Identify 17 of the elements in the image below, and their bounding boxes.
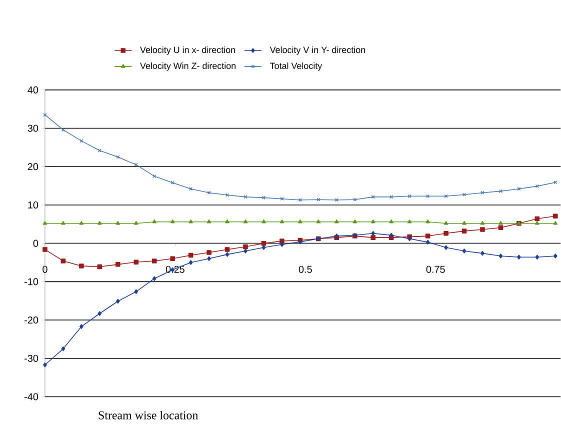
y-tick-label: 0 [33,240,38,248]
legend-label: Total Velocity [270,62,322,71]
y-tick-label: 40 [28,86,38,94]
x-tick-label: 0 [42,266,48,274]
legend-label: Velocity Win Z- direction [140,62,236,71]
y-tick-label: 20 [28,163,38,170]
y-tick-label: 10 [28,202,38,209]
legend-label: Velocity U in x- direction [140,46,236,55]
y-tick-label: -10 [24,278,38,286]
y-tick-label: 30 [28,124,38,132]
y-tick-label: -20 [24,316,38,324]
x-tick-label: 0.75 [426,266,445,274]
x-axis-title: Stream wise location [98,411,198,420]
y-tick-label: -40 [24,393,38,400]
y-tick-label: -30 [24,355,38,362]
legend-label: Velocity V in Y- direction [270,46,366,55]
x-tick-label: 0.5 [298,266,312,274]
